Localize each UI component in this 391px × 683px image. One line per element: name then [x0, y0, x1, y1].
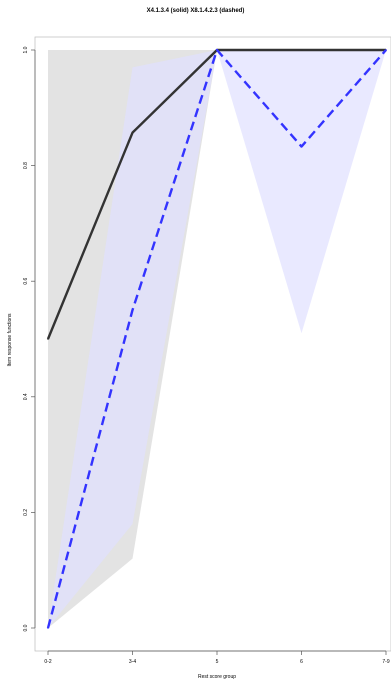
data-point	[216, 49, 218, 51]
data-point	[300, 49, 303, 51]
y-tick-label: 0.8	[23, 162, 29, 169]
y-axis-label: Item response functions	[7, 313, 13, 367]
confidence-band-2	[48, 50, 386, 628]
data-point	[47, 627, 49, 629]
x-tick-label: 3-4	[129, 659, 136, 665]
y-tick-label: 0.2	[23, 509, 29, 516]
data-point	[385, 49, 387, 51]
y-tick-label: 1.0	[23, 46, 29, 53]
data-point	[131, 309, 134, 311]
x-tick-label: 6	[300, 659, 303, 665]
x-tick-label: 5	[216, 659, 219, 665]
data-point	[131, 131, 134, 134]
data-point	[47, 338, 49, 340]
y-tick-label: 0.0	[23, 624, 29, 631]
data-point	[300, 145, 303, 148]
y-tick-label: 0.4	[23, 393, 29, 400]
x-axis-label: Rest score group	[198, 674, 236, 680]
y-tick-label: 0.6	[23, 278, 29, 285]
chart-title: X4.1.3.4 (solid) X8.1.4.2.3 (dashed)	[146, 8, 245, 14]
x-tick-label: 7-9	[382, 659, 389, 665]
x-tick-label: 0-2	[44, 659, 51, 665]
